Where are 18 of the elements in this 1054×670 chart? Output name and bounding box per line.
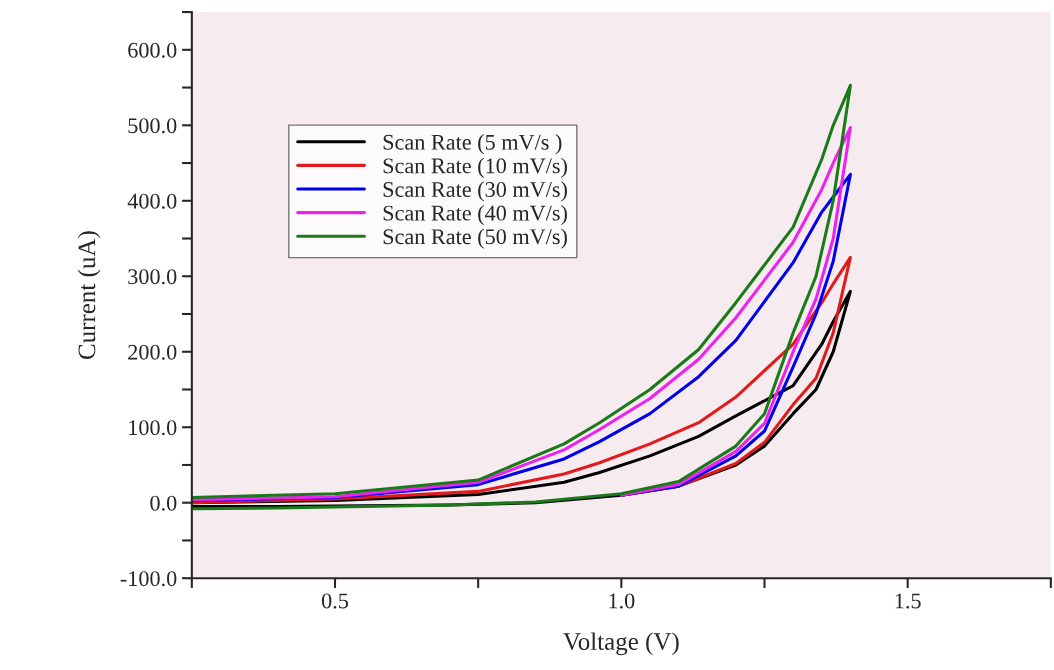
y-tick-label: 300.0 [128,269,177,285]
y-tick-label: 600.0 [128,42,177,58]
x-axis-title: Voltage (V) [563,632,679,656]
x-tick-label: 1.0 [609,593,635,609]
legend-label: Scan Rate (5 mV/s ) [383,134,562,155]
y-tick-label: 100.0 [129,420,177,436]
y-tick-label: -100.0 [120,571,177,587]
legend-label: Scan Rate (40 mV/s) [383,204,567,226]
y-tick-label: 400.0 [127,193,177,209]
y-tick-label: 0.0 [150,495,177,511]
legend-label: Scan Rate (50 mV/s) [383,228,567,249]
legend-label: Scan Rate (10 mV/s) [383,157,567,178]
y-tick-label: 500.0 [128,118,177,134]
x-tick-label: 1.5 [895,593,921,609]
x-tick-label: 0.5 [321,593,349,609]
legend-label: Scan Rate (30 mV/s) [383,181,567,202]
y-tick-label: 200.0 [128,344,177,360]
y-axis-title: Current (uA) [77,231,101,360]
